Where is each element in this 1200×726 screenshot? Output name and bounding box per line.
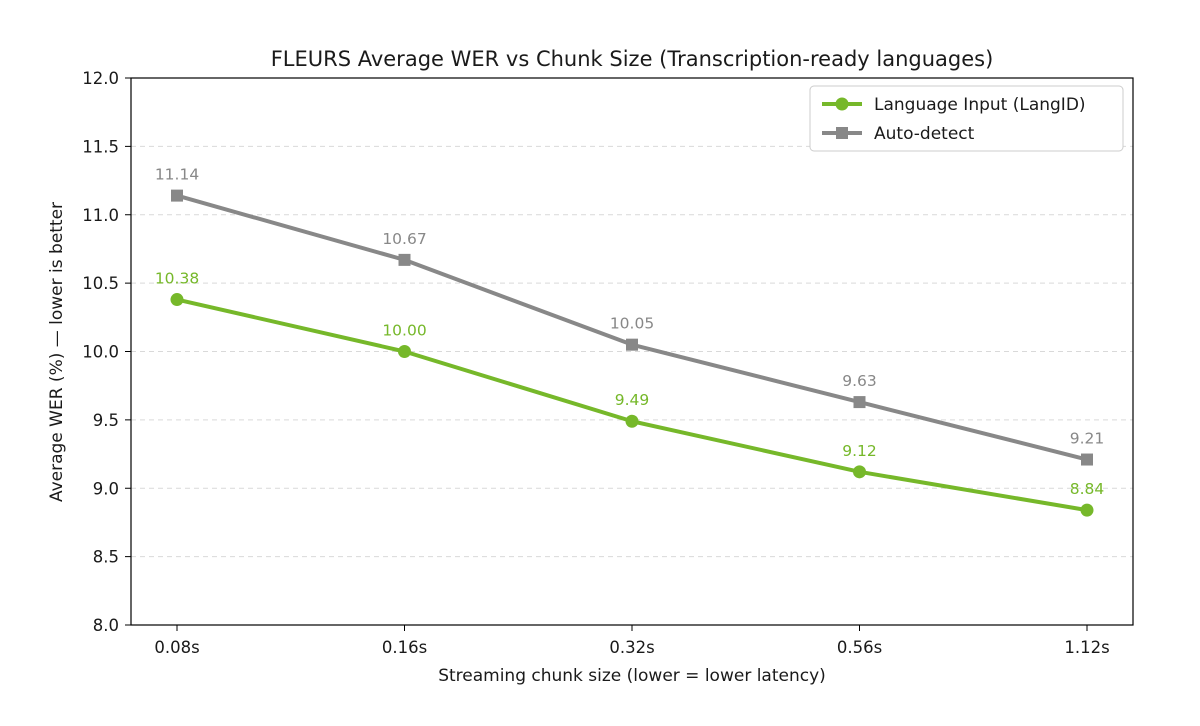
- y-tick-label: 8.0: [93, 616, 119, 635]
- legend-marker: [836, 127, 848, 139]
- legend-label: Auto-detect: [874, 124, 975, 144]
- y-tick-label: 8.5: [93, 548, 119, 567]
- y-tick-label: 10.0: [82, 343, 119, 362]
- data-label: 10.67: [382, 230, 426, 248]
- legend: Language Input (LangID) Auto-detect: [809, 85, 1124, 152]
- y-axis-label: Average WER (%) — lower is better: [47, 202, 67, 502]
- grid-lines: [131, 77, 1133, 626]
- x-tick-label: 0.08s: [154, 638, 199, 657]
- data-label: 10.05: [610, 315, 654, 333]
- data-point: [853, 465, 866, 479]
- y-tick-label: 9.5: [93, 411, 119, 430]
- data-point: [853, 396, 866, 409]
- axis-ticks: 8.0 8.5 9.0 9.5 10.0 10.5 11.0 11.5 12.0 0.08s 0.1…: [82, 69, 1109, 657]
- y-tick-label: 12.0: [82, 69, 119, 88]
- data-label: 9.63: [842, 372, 877, 390]
- data-point: [171, 189, 183, 202]
- data-point: [625, 414, 639, 428]
- data-label: 10.38: [155, 270, 199, 288]
- data-label: 9.49: [615, 391, 650, 409]
- data-point: [1081, 453, 1093, 466]
- x-tick-label: 0.56s: [837, 638, 882, 657]
- legend-label: Language Input (LangID): [874, 95, 1086, 115]
- legend-marker: [835, 97, 849, 111]
- data-point: [626, 338, 638, 351]
- y-tick-label: 11.0: [82, 206, 119, 225]
- series-layer: 10.38 10.00 9.49 9.12 8.84 11.14 10.67 10.05 9.6…: [155, 166, 1104, 517]
- data-point: [398, 253, 411, 266]
- chart-title: FLEURS Average WER vs Chunk Size (Transc…: [271, 47, 994, 71]
- x-tick-label: 0.32s: [609, 638, 654, 657]
- y-tick-label: 9.0: [93, 479, 119, 498]
- y-tick-label: 11.5: [82, 137, 119, 156]
- data-label: 8.84: [1070, 480, 1105, 498]
- data-point: [398, 345, 411, 358]
- data-label: 9.21: [1070, 430, 1105, 448]
- data-label: 11.14: [155, 166, 199, 184]
- x-tick-label: 1.12s: [1064, 638, 1109, 657]
- data-point: [170, 293, 184, 307]
- x-tick-label: 0.16s: [382, 638, 427, 657]
- data-point: [1080, 503, 1094, 517]
- plot-frame: [130, 77, 1134, 626]
- data-label: 9.12: [842, 442, 877, 460]
- x-axis-label: Streaming chunk size (lower = lower late…: [438, 666, 826, 686]
- legend-box: [809, 85, 1124, 152]
- y-tick-label: 10.5: [82, 274, 119, 293]
- data-label: 10.00: [382, 322, 426, 340]
